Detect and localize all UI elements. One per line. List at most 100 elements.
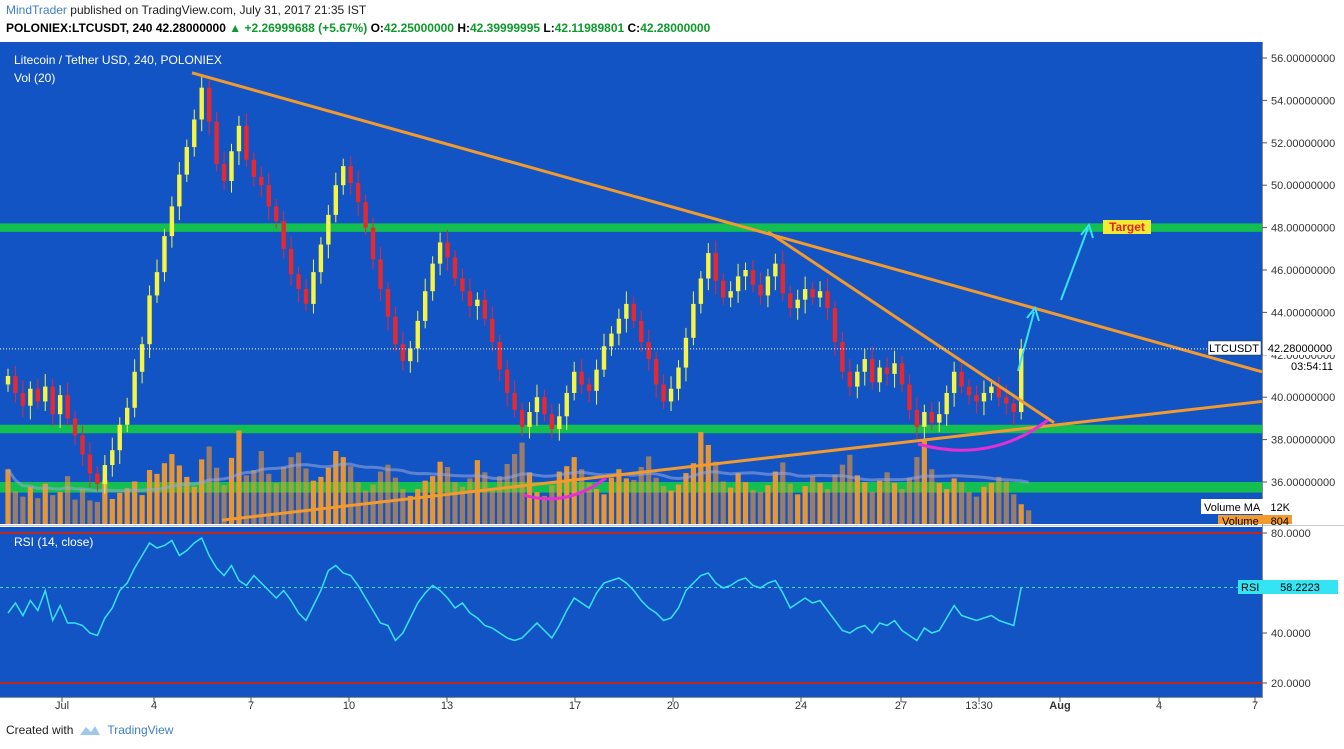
candle-body <box>832 308 838 343</box>
resistance-trendline <box>191 71 1263 374</box>
candle-body <box>355 183 361 203</box>
candle-body <box>974 395 979 402</box>
price-pane[interactable] <box>0 42 1262 524</box>
volume-bar <box>1026 510 1032 524</box>
volume-bar <box>377 471 384 524</box>
author-link[interactable]: MindTrader <box>6 3 67 17</box>
volume-bar <box>288 457 294 524</box>
volume-bars <box>5 430 1032 524</box>
volume-bar <box>787 483 793 524</box>
candle-body <box>743 270 748 277</box>
volume-bar <box>184 476 190 524</box>
volume-bar <box>601 494 607 524</box>
candle-body <box>326 214 331 245</box>
candle-body <box>162 236 167 273</box>
rsi-tick-label: 80.0000 <box>1271 528 1311 540</box>
time-tick-label: 4 <box>1156 700 1162 712</box>
volume-bar <box>720 481 726 524</box>
candle-body <box>914 409 920 427</box>
candle-body <box>303 289 309 304</box>
volume-bar <box>593 489 600 524</box>
volume-bar <box>899 489 905 524</box>
volume-bar <box>966 492 972 524</box>
candle-body <box>728 291 733 298</box>
tradingview-link[interactable]: TradingView <box>107 723 174 737</box>
candle-body <box>966 386 972 396</box>
candle-body <box>251 159 257 177</box>
volume-bar <box>489 488 495 524</box>
volume-bar <box>132 481 138 524</box>
price-axis: 56.00000000 54.00000000 52.00000000 50.0000… <box>1262 53 1335 690</box>
candle-body <box>616 318 622 334</box>
candle-body <box>572 371 577 393</box>
volume-bar <box>325 467 331 524</box>
candle-body <box>28 388 33 406</box>
candle-body <box>475 299 480 307</box>
volume-bar <box>295 452 302 524</box>
volume-bar <box>400 489 406 524</box>
volume-bar <box>959 482 965 524</box>
rsi-badge <box>1238 580 1338 594</box>
candle-body <box>564 392 569 417</box>
chart-area[interactable]: 56.00000000 54.00000000 52.00000000 50.0000… <box>0 42 1344 717</box>
candle-body <box>177 174 182 207</box>
rsi-value-tag: RSI 58.2223 <box>1238 580 1338 594</box>
price-tick-label: 48.00000000 <box>1271 223 1335 235</box>
candle-body <box>549 414 555 429</box>
candle-body <box>460 278 465 292</box>
volume-bar <box>1018 504 1024 524</box>
volume-bar <box>884 472 890 524</box>
volume-bar <box>772 471 778 524</box>
volume-bar <box>452 482 458 524</box>
time-tick-label: 27 <box>895 700 907 712</box>
close-label: C: <box>627 21 641 35</box>
candle-body <box>288 248 294 275</box>
volume-bar <box>482 472 488 524</box>
volume-bar <box>638 467 644 524</box>
volume-bar <box>355 482 361 524</box>
price-tick-label: 46.00000000 <box>1271 265 1335 277</box>
candle-body <box>519 409 525 427</box>
rsi-pane[interactable] <box>0 527 1262 697</box>
candle-body <box>192 119 197 148</box>
volume-bar <box>27 486 33 524</box>
volume-bar <box>802 486 808 524</box>
price-tick-label: 40.00000000 <box>1271 392 1335 404</box>
time-tick-label: 10 <box>343 700 355 712</box>
trendlines[interactable] <box>0 71 1263 522</box>
candle-body <box>937 414 942 423</box>
target-arrow <box>1060 227 1089 301</box>
candle-body <box>415 320 420 349</box>
candle-body <box>437 242 443 264</box>
candle-body <box>341 166 346 186</box>
candle-body <box>758 284 763 296</box>
candle-body <box>788 293 793 309</box>
volume-bar <box>72 499 78 524</box>
candle-body <box>542 397 547 415</box>
tradingview-logo-icon[interactable] <box>79 724 101 736</box>
candle-body <box>110 450 115 466</box>
high-label: H: <box>457 21 470 35</box>
candle-body <box>661 384 666 402</box>
symbol-info: POLONIEX:LTCUSDT, 240 <box>6 21 153 35</box>
volume-bar <box>817 482 823 524</box>
candle-body <box>683 337 689 368</box>
volume-bar <box>832 474 838 524</box>
volume-ma-value: 12K <box>1270 502 1290 514</box>
close-value: 42.28000000 <box>640 21 711 35</box>
volume-bar <box>5 469 11 524</box>
candle-body <box>870 359 875 383</box>
volume-bar <box>728 487 734 524</box>
volume-bar <box>1003 481 1009 524</box>
volume-bar <box>877 480 883 524</box>
ohlc-header: POLONIEX:LTCUSDT, 240 42.28000000 ▲ +2.2… <box>6 21 710 35</box>
candle-body <box>139 344 145 372</box>
volume-bar <box>214 467 220 524</box>
candle-body <box>147 295 152 345</box>
volume-bar <box>564 466 570 524</box>
time-tick-label: 20 <box>667 700 679 712</box>
volume-bar <box>318 476 324 524</box>
volume-bar <box>906 477 913 524</box>
volume-bar <box>929 469 935 524</box>
volume-bar <box>50 495 56 524</box>
